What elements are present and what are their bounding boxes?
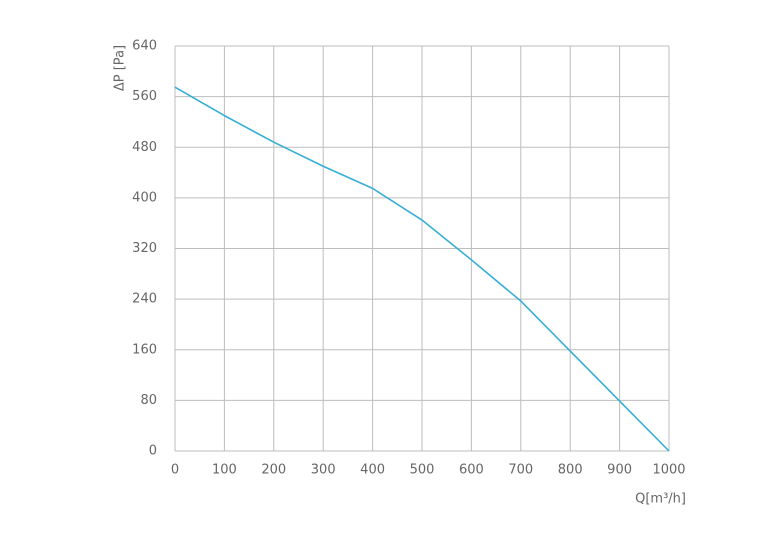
y-tick-label: 480 xyxy=(132,140,157,155)
y-tick-label: 640 xyxy=(132,39,157,54)
y-axis-label: ΔP [Pa] xyxy=(113,45,128,91)
x-tick-label: 900 xyxy=(607,463,632,478)
y-tick-label: 80 xyxy=(140,393,157,408)
x-tick-label: 200 xyxy=(261,463,286,478)
y-tick-label: 400 xyxy=(132,190,157,205)
x-tick-label: 800 xyxy=(558,463,583,478)
x-tick-label: 700 xyxy=(508,463,533,478)
y-tick-label: 0 xyxy=(149,444,157,459)
x-tick-label: 400 xyxy=(360,463,385,478)
y-tick-label: 240 xyxy=(132,292,157,307)
x-tick-label: 600 xyxy=(459,463,484,478)
data-line xyxy=(174,86,670,452)
y-tick-label: 160 xyxy=(132,342,157,357)
y-tick-label: 560 xyxy=(132,89,157,104)
x-axis-label: Q[m³/h] xyxy=(635,492,686,507)
x-tick-label: 1000 xyxy=(652,463,685,478)
y-tick-label: 320 xyxy=(132,241,157,256)
x-tick-label: 300 xyxy=(311,463,336,478)
x-tick-label: 100 xyxy=(212,463,237,478)
x-tick-label: 0 xyxy=(171,463,179,478)
x-tick-label: 500 xyxy=(410,463,435,478)
